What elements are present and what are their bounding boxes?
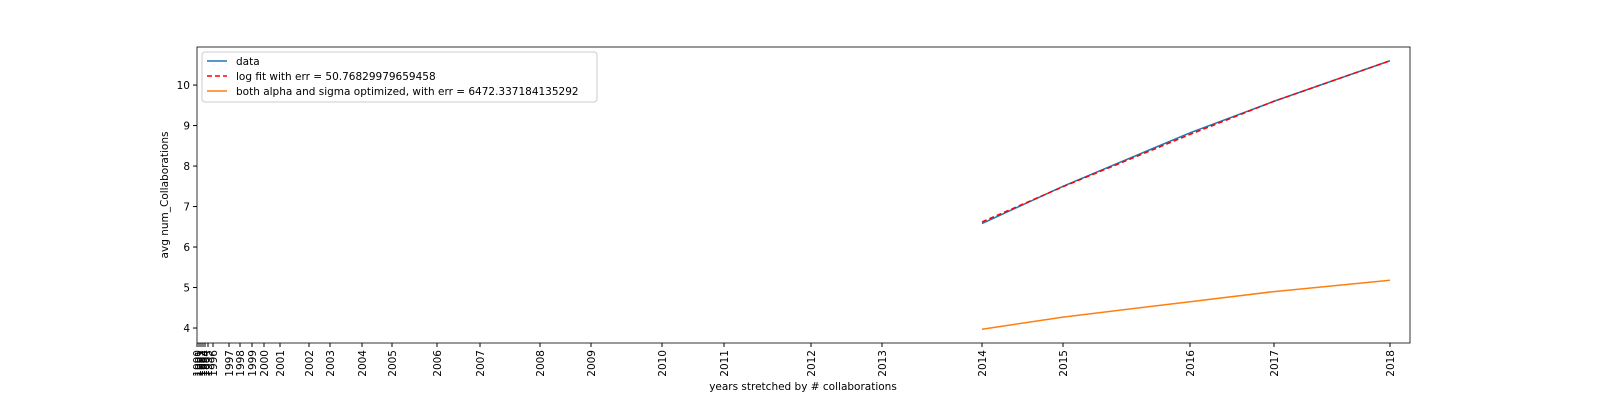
line (981, 279, 1391, 330)
x-tick-label: 2007 (475, 350, 487, 377)
x-tick-label: 1993 (198, 350, 210, 377)
x-tick-label: 1994 (200, 350, 212, 377)
x-tick-label: 1999 (247, 350, 259, 377)
x-tick-label: 1995 (203, 350, 215, 377)
y-tick-label: 7 (183, 202, 190, 214)
legend-label: data (236, 56, 260, 68)
x-tick-label: 1997 (224, 350, 236, 377)
x-tick-label: 2003 (325, 350, 337, 377)
x-tick-label: 2016 (1185, 350, 1197, 377)
legend-label: both alpha and sigma optimized, with err… (236, 86, 579, 98)
y-tick-label: 5 (183, 283, 190, 295)
x-tick-label: 1998 (235, 350, 247, 377)
legend-box (201, 51, 598, 103)
x-tick-label: 2008 (535, 350, 547, 377)
x-tick-label: 2014 (977, 350, 989, 377)
y-tick-label: 4 (183, 323, 190, 335)
x-tick-label: 1996 (208, 350, 220, 377)
x-tick-label: 2010 (657, 350, 669, 377)
x-tick-label: 2012 (806, 350, 818, 377)
line (981, 60, 1391, 225)
x-tick-label: 2017 (1269, 350, 1281, 377)
x-tick-label: 1992 (196, 350, 208, 377)
x-tick-label: 2000 (259, 350, 271, 377)
y-tick-label: 10 (177, 80, 190, 92)
x-tick-label: 2005 (387, 350, 399, 377)
x-tick-label: 2011 (719, 350, 731, 377)
x-tick-label: 2009 (586, 350, 598, 377)
x-tick-label: 2018 (1385, 350, 1397, 377)
x-tick-label: 1990 (192, 350, 204, 377)
y-axis-label: avg num_Collaborations (159, 132, 171, 259)
x-tick-label: 2002 (304, 350, 316, 377)
x-tick-label: 1991 (194, 350, 206, 377)
x-tick-label: 2001 (275, 350, 287, 377)
line (981, 60, 1391, 223)
x-tick-label: 2015 (1058, 350, 1070, 377)
x-tick-label: 2006 (432, 350, 444, 377)
y-tick-label: 6 (183, 242, 190, 254)
y-tick-label: 8 (183, 161, 190, 173)
x-axis-label: years stretched by # collaborations (709, 381, 897, 393)
legend-label: log fit with err = 50.76829979659458 (236, 71, 436, 83)
x-tick-label: 2013 (877, 350, 889, 377)
y-tick-label: 9 (183, 121, 190, 133)
plot-frame (196, 46, 1411, 344)
x-tick-label: 2004 (357, 350, 369, 377)
